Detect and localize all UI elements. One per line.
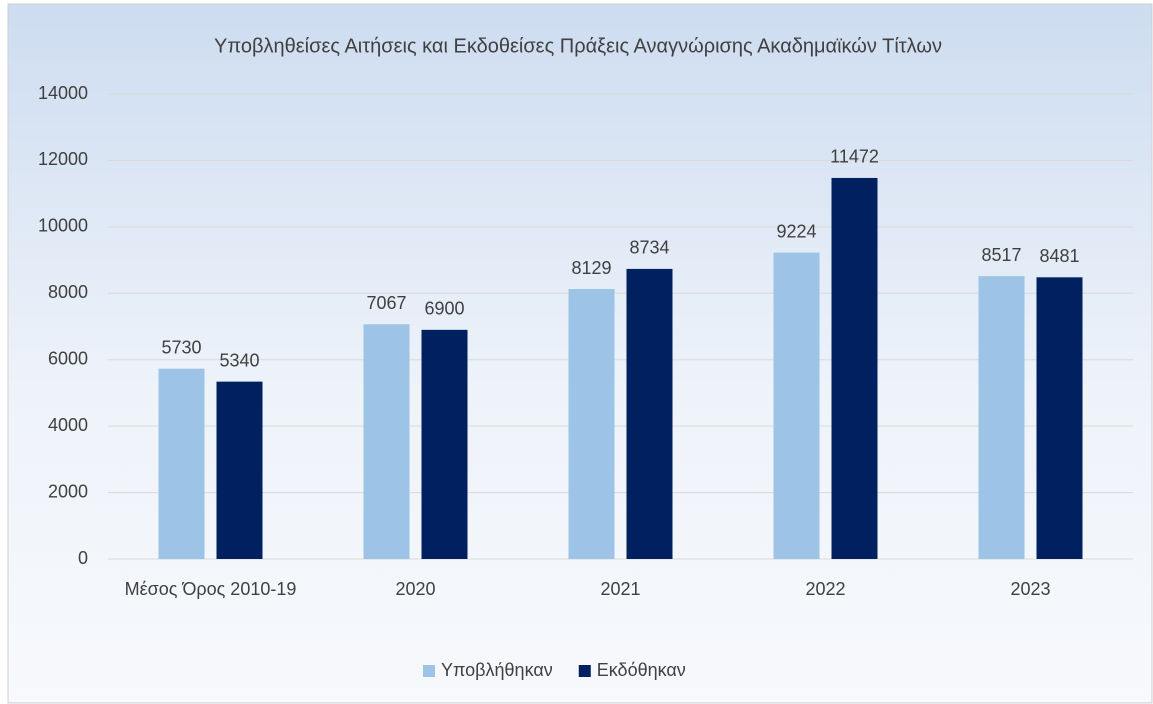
y-tick-label: 2000 [48, 481, 88, 501]
data-label: 9224 [776, 221, 816, 241]
y-tick-label: 4000 [48, 415, 88, 435]
bar [1036, 277, 1083, 559]
data-label: 8481 [1039, 246, 1079, 266]
y-tick-label: 12000 [38, 149, 88, 169]
y-tick-label: 10000 [38, 216, 88, 236]
y-tick-label: 0 [78, 548, 88, 568]
data-label: 8129 [571, 258, 611, 278]
data-label: 7067 [366, 293, 406, 313]
chart-title: Υποβληθείσες Αιτήσεις και Εκδοθείσες Πρά… [214, 35, 942, 57]
legend-label: Υποβλήθηκαν [441, 660, 553, 680]
data-label: 11472 [830, 147, 879, 167]
bar [363, 324, 410, 559]
x-tick-label: 2021 [600, 579, 641, 599]
data-label: 5730 [161, 337, 201, 357]
data-label: 5340 [219, 350, 259, 370]
y-tick-label: 6000 [48, 348, 88, 368]
data-label: 6900 [424, 299, 464, 319]
x-tick-label: 2023 [1010, 579, 1051, 599]
bar [421, 329, 468, 559]
data-label: 8517 [981, 245, 1021, 265]
bar [831, 177, 878, 560]
y-tick-label: 8000 [48, 282, 88, 302]
x-tick-label: Μέσος Όρος 2010-19 [124, 579, 297, 599]
bar [978, 276, 1025, 559]
legend-swatch [578, 665, 591, 677]
x-tick-label: 2022 [805, 579, 846, 599]
bar [568, 289, 615, 559]
legend-swatch [423, 665, 435, 677]
legend-label: Εκδόθηκαν [597, 660, 686, 680]
bar [773, 252, 820, 560]
bar [626, 268, 673, 559]
bar [158, 368, 205, 559]
bar [216, 381, 263, 559]
x-tick-label: 2020 [395, 579, 436, 599]
y-tick-label: 14000 [38, 83, 88, 103]
data-label: 8734 [629, 238, 669, 258]
